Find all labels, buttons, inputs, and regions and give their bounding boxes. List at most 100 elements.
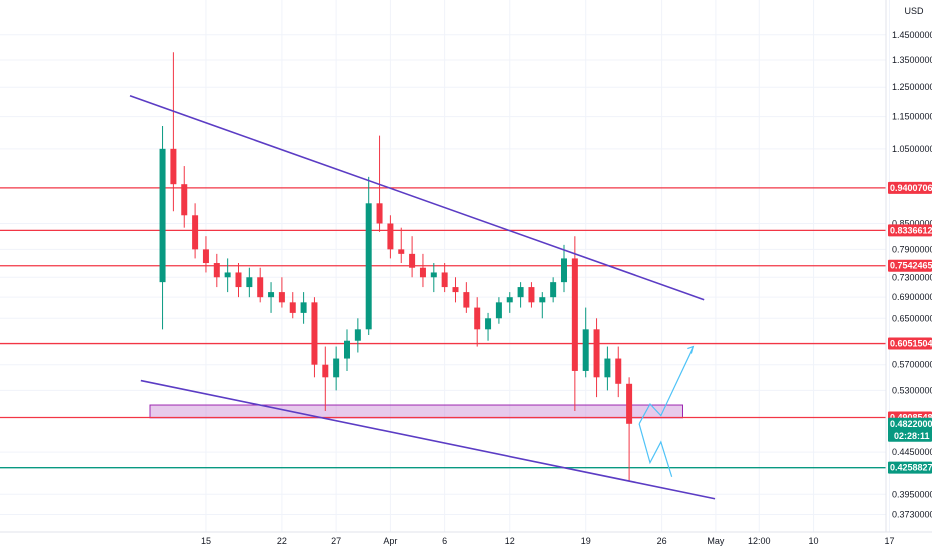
price-axis[interactable]: 1.45000000 1.35000000 1.25000000 1.15000000…: [885, 0, 932, 532]
candle-body: [344, 340, 350, 359]
price-tick-label: 0.79000000: [892, 244, 932, 254]
candle: [539, 292, 546, 319]
candle: [409, 236, 416, 278]
candle-body: [485, 318, 492, 330]
candle: [604, 346, 611, 391]
candle-body: [550, 282, 557, 298]
price-tick-label: 1.05000000: [892, 144, 932, 154]
candle-body: [463, 292, 470, 308]
candle: [344, 329, 350, 371]
candle: [289, 292, 296, 319]
candle: [311, 297, 318, 378]
candle-body: [626, 383, 633, 424]
price-tick-label: 0.53000000: [892, 385, 932, 395]
candle: [300, 292, 307, 324]
candle: [257, 267, 264, 303]
candle: [495, 297, 502, 324]
candle: [387, 215, 394, 259]
level-price-badge: 0.42588276: [890, 463, 932, 473]
candle: [398, 227, 405, 264]
candle: [517, 282, 524, 308]
price-tick-label: 1.25000000: [892, 82, 932, 92]
level-price-badge: 0.75424651: [890, 261, 932, 271]
candle: [430, 263, 437, 293]
candle: [615, 346, 622, 398]
level-price-badge: 0.49085485: [890, 413, 932, 423]
projection-path: [638, 423, 673, 478]
candle-body: [354, 329, 361, 341]
candle: [181, 166, 188, 228]
candle-body: [419, 267, 426, 278]
currency-label: USD: [904, 6, 924, 16]
candle: [571, 236, 578, 411]
candle-body: [268, 292, 275, 298]
time-tick-label: 12: [505, 536, 515, 546]
candle: [202, 236, 209, 273]
candle-body: [202, 249, 209, 264]
candle-body: [333, 358, 340, 378]
candle: [474, 297, 481, 347]
candle-body: [376, 203, 383, 224]
candle: [278, 277, 285, 308]
price-tick-label: 0.57000000: [892, 360, 932, 370]
candle-body: [604, 358, 611, 378]
candle-body: [213, 263, 220, 278]
candle: [441, 263, 448, 293]
time-tick-label: 22: [277, 536, 287, 546]
candle: [159, 126, 166, 330]
candle-body: [159, 148, 166, 283]
price-tick-label: 1.35000000: [892, 55, 932, 65]
support-zone-layer: [149, 404, 683, 419]
level-price-badge-bg: [888, 224, 932, 237]
candle-body: [506, 297, 513, 303]
candle-body: [593, 329, 600, 378]
candle-body: [539, 297, 546, 303]
candle-body: [517, 287, 524, 298]
last-price-badge-bg: [888, 417, 932, 442]
price-badges: 0.94007065 0.83366125 0.75424651 0.60515040…: [888, 181, 932, 474]
candle: [213, 253, 220, 288]
candle-body: [246, 277, 253, 288]
time-tick-label: 10: [809, 536, 819, 546]
price-tick-label: 0.39500000: [892, 489, 932, 499]
candle-body: [224, 272, 231, 278]
level-price-badge-bg: [888, 337, 932, 350]
candle: [170, 52, 177, 212]
level-price-badge-bg: [888, 181, 932, 194]
candle-body: [300, 302, 307, 313]
candle-body: [235, 272, 242, 288]
level-price-badge-bg: [888, 259, 932, 272]
candle-body: [398, 249, 405, 254]
candle-body: [289, 302, 296, 313]
price-tick-label: 0.37300000: [892, 510, 932, 520]
candle-body: [452, 287, 459, 293]
projection-path: [638, 346, 694, 425]
time-tick-label: May: [707, 536, 725, 546]
time-tick-label: 27: [331, 536, 341, 546]
channel-line: [129, 95, 705, 301]
candle: [322, 346, 329, 411]
level-price-badge-bg: [888, 461, 932, 474]
time-tick-label: 19: [581, 536, 591, 546]
time-tick-label: 17: [884, 536, 894, 546]
candle-body: [365, 203, 372, 330]
candle: [593, 318, 600, 398]
countdown-badge: 02:28:11: [894, 431, 930, 441]
candle-body: [192, 215, 199, 250]
candle-body: [528, 287, 535, 303]
candle: [452, 277, 459, 303]
candle-body: [571, 258, 578, 371]
candle: [419, 253, 426, 288]
level-price-badge: 0.83366125: [890, 225, 932, 235]
time-axis[interactable]: 15 22 27 Apr 6 12 19 26 May 12:00 10 17: [0, 531, 932, 546]
candle: [561, 244, 567, 293]
price-tick-label: 0.44500000: [892, 447, 932, 457]
time-tick-label: 12:00: [748, 536, 771, 546]
candle: [192, 203, 199, 259]
candle-body: [181, 184, 188, 216]
candle-body: [170, 148, 177, 185]
candle: [506, 292, 513, 313]
